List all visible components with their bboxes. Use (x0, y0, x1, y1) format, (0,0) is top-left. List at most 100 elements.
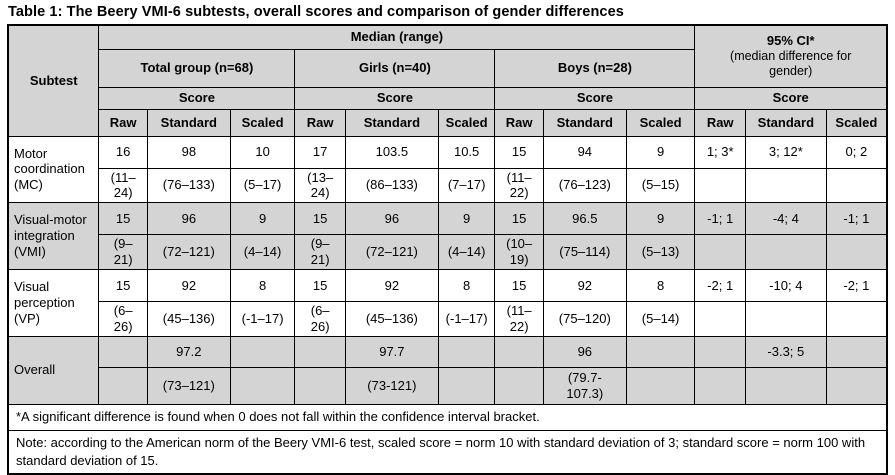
ci-median-cell: -4; 4 (744, 202, 827, 236)
empty-cell (437, 335, 496, 368)
score-header-boys: Score (494, 86, 696, 110)
empty-cell (229, 335, 296, 368)
median-cell: 96 (146, 202, 231, 236)
ci-median-cell: -1; 1 (825, 202, 888, 236)
empty-cell (825, 167, 888, 204)
range-cell: (45–136) (344, 300, 439, 337)
col-header-standard: Standard (542, 108, 627, 137)
ci-median-cell: -3.3; 5 (744, 335, 827, 368)
median-cell: 103.5 (344, 135, 439, 169)
range-cell: (75–120) (542, 300, 627, 337)
range-cell: (72–121) (146, 234, 231, 270)
empty-cell (98, 335, 148, 368)
range-cell: (76–133) (146, 167, 231, 204)
col-header-scaled: Scaled (625, 108, 696, 137)
range-cell: (75–114) (542, 234, 627, 270)
empty-cell (694, 366, 746, 405)
empty-cell (825, 366, 888, 405)
footnote-norm-note: Note: according to the American norm of … (7, 429, 888, 475)
empty-cell (744, 234, 827, 270)
median-cell: 9 (625, 202, 696, 236)
col-header-scaled: Scaled (437, 108, 496, 137)
empty-cell (494, 366, 544, 405)
ci-median-cell: -2; 1 (825, 268, 888, 302)
col-header-ci: 95% CI* (median difference for gender) (694, 24, 888, 88)
col-header-raw: Raw (294, 108, 346, 137)
footnote-significance: *A significant difference is found when … (7, 403, 888, 431)
empty-cell (294, 335, 346, 368)
empty-cell (744, 167, 827, 204)
ci-median-cell: 3; 12* (744, 135, 827, 169)
empty-cell (294, 366, 346, 405)
empty-cell (694, 335, 746, 368)
col-header-scaled: Scaled (825, 108, 888, 137)
median-cell: 16 (98, 135, 148, 169)
col-header-standard: Standard (146, 108, 231, 137)
median-cell: 96.5 (542, 202, 627, 236)
range-cell: (10–19) (494, 234, 544, 270)
score-header-total: Score (98, 86, 296, 110)
median-cell: 10 (229, 135, 296, 169)
ci-median-cell: 0; 2 (825, 135, 888, 169)
median-cell: 15 (294, 268, 346, 302)
range-cell: (5–17) (229, 167, 296, 204)
range-cell: (13–24) (294, 167, 346, 204)
col-header-raw: Raw (694, 108, 746, 137)
empty-cell (98, 366, 148, 405)
median-cell: 92 (146, 268, 231, 302)
empty-cell (229, 366, 296, 405)
range-cell: (-1–17) (437, 300, 496, 337)
empty-cell (625, 366, 696, 405)
median-cell: 96 (344, 202, 439, 236)
median-cell: 8 (437, 268, 496, 302)
ci-subtitle: (median difference for gender) (730, 48, 852, 79)
range-cell: (11–24) (98, 167, 148, 204)
subtest-label-visual-perception: Visual perception (VP) (7, 268, 100, 337)
subtest-label-visual-motor-integration: Visual-motor integration (VMI) (7, 202, 100, 270)
range-cell: (6–26) (98, 300, 148, 337)
median-cell: 15 (494, 135, 544, 169)
empty-cell (825, 300, 888, 337)
median-cell: 92 (344, 268, 439, 302)
empty-cell (825, 335, 888, 368)
median-cell: 98 (146, 135, 231, 169)
range-cell: (11–22) (494, 167, 544, 204)
range-cell: (45–136) (146, 300, 231, 337)
beery-vmi-table: Subtest Median (range) 95% CI* (median d… (7, 24, 888, 475)
col-header-standard: Standard (744, 108, 827, 137)
median-cell: 9 (625, 135, 696, 169)
range-cell: (4–14) (229, 234, 296, 270)
median-cell: 8 (625, 268, 696, 302)
empty-cell (744, 300, 827, 337)
col-header-standard: Standard (344, 108, 439, 137)
range-cell: (5–15) (625, 167, 696, 204)
range-cell: (4–14) (437, 234, 496, 270)
median-cell: 9 (437, 202, 496, 236)
median-cell: 97.2 (146, 335, 231, 368)
ci-median-cell: -2; 1 (694, 268, 746, 302)
col-header-scaled: Scaled (229, 108, 296, 137)
range-cell: (5–13) (625, 234, 696, 270)
median-cell: 15 (294, 202, 346, 236)
median-cell: 15 (494, 202, 544, 236)
empty-cell (437, 366, 496, 405)
col-header-raw: Raw (98, 108, 148, 137)
empty-cell (694, 300, 746, 337)
ci-median-cell: -1; 1 (694, 202, 746, 236)
median-cell: 15 (494, 268, 544, 302)
median-cell: 15 (98, 268, 148, 302)
range-cell: (5–14) (625, 300, 696, 337)
range-cell: (11–22) (494, 300, 544, 337)
median-cell: 8 (229, 268, 296, 302)
range-cell: (9–21) (98, 234, 148, 270)
range-cell: (7–17) (437, 167, 496, 204)
empty-cell (694, 167, 746, 204)
range-cell: (73–121) (146, 366, 231, 405)
ci-median-cell: -10; 4 (744, 268, 827, 302)
range-cell: (86–133) (344, 167, 439, 204)
range-cell: (79.7-107.3) (542, 366, 627, 405)
col-header-girls: Girls (n=40) (294, 48, 496, 88)
median-cell: 92 (542, 268, 627, 302)
range-cell: (76–123) (542, 167, 627, 204)
range-cell: (73-121) (344, 366, 439, 405)
